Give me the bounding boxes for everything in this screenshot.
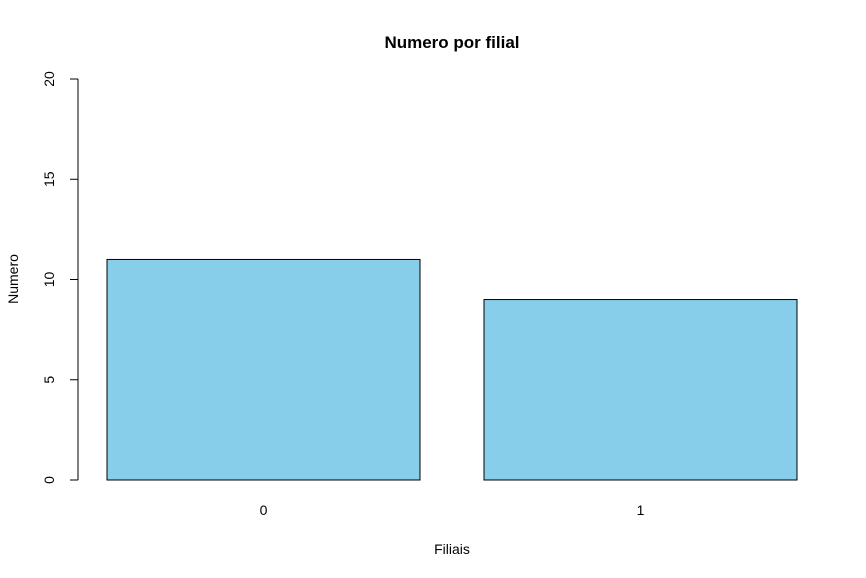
x-axis-label: Filiais — [434, 541, 470, 557]
y-tick-label: 5 — [41, 376, 57, 384]
bar-0 — [106, 258, 421, 481]
bar-1 — [483, 299, 798, 481]
bars — [106, 258, 798, 481]
x-tick-label: 0 — [260, 502, 268, 518]
chart-title: Numero por filial — [384, 33, 519, 52]
y-tick-label: 10 — [41, 272, 57, 288]
y-tick-label: 0 — [41, 476, 57, 484]
y-axis-label: Numero — [5, 254, 21, 304]
y-tick-label: 20 — [41, 71, 57, 87]
y-axis: 0 5 10 15 20 — [41, 71, 79, 484]
x-tick-label: 1 — [637, 502, 645, 518]
y-tick-label: 15 — [41, 171, 57, 187]
y-axis-ticks: 0 5 10 15 20 — [41, 71, 78, 484]
